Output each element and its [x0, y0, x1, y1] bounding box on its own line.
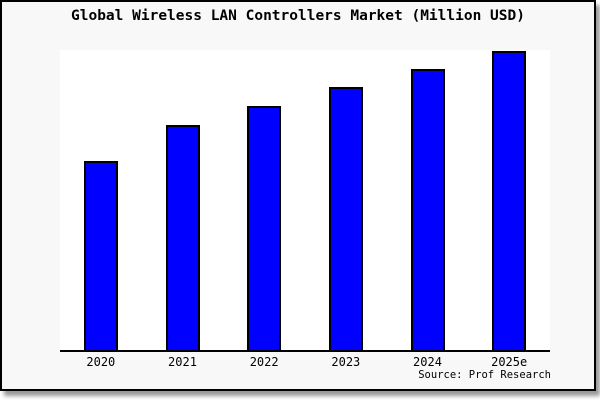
x-tick-label-2025e: 2025e: [491, 355, 528, 369]
chart-frame: Global Wireless LAN Controllers Market (…: [0, 0, 596, 391]
x-tick-label-2020: 2020: [86, 355, 116, 369]
x-tick-label-2023: 2023: [331, 355, 361, 369]
bar-2024: [410, 69, 445, 350]
x-tick-label-2021: 2021: [168, 355, 197, 369]
x-axis-labels: 2020 2021 2022 2023 2024 2025e: [60, 355, 550, 370]
bar-2025e: [492, 51, 527, 350]
x-tick-label-2022: 2022: [249, 355, 279, 369]
bar-2022: [247, 106, 282, 350]
chart-title: Global Wireless LAN Controllers Market (…: [71, 8, 525, 24]
x-tick-label-2024: 2024: [413, 355, 442, 369]
bar-2023: [328, 87, 363, 350]
bar-2020: [83, 161, 118, 350]
source-credit: Source: Prof Research: [418, 369, 551, 381]
plot-area: [60, 50, 550, 352]
bar-2021: [165, 125, 200, 350]
